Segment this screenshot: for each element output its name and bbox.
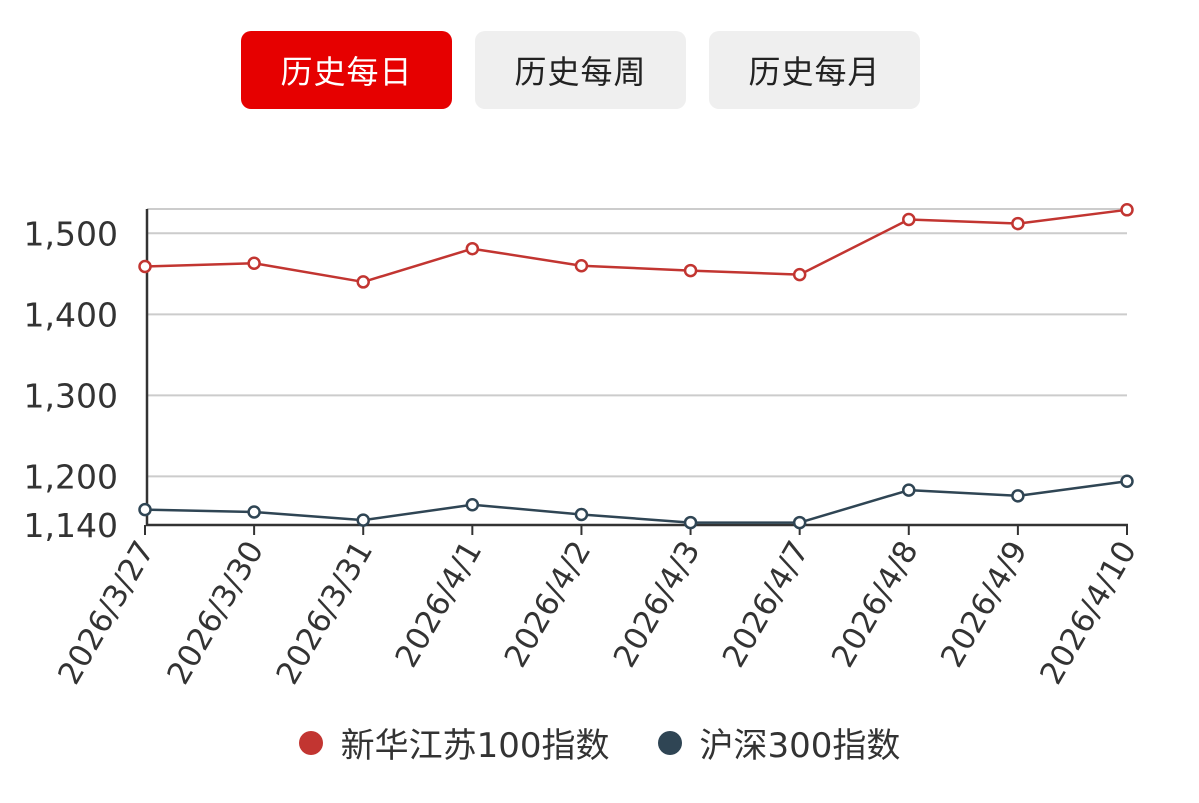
x-tick-label: 2026/4/2 <box>498 535 599 674</box>
legend-marker-series-1 <box>298 730 323 755</box>
series-1-point <box>792 267 807 282</box>
series-1-point <box>1120 203 1134 217</box>
series-1-point <box>138 259 152 274</box>
line-chart: 1,1401,2001,3001,4001,5002026/3/272026/3… <box>24 203 1144 691</box>
series-1-point <box>902 212 916 227</box>
series-2-point <box>1011 489 1025 503</box>
period-tabs: 历史每日 历史每周 历史每月 <box>241 31 920 109</box>
y-tick-label: 1,300 <box>24 376 118 415</box>
legend-marker-series-2 <box>657 730 682 755</box>
series-2-point <box>356 513 370 527</box>
series-2-point <box>1120 474 1134 488</box>
series-1-point <box>1011 216 1025 231</box>
series-2-point <box>465 497 480 512</box>
x-tick-label: 2026/3/27 <box>51 535 162 691</box>
y-tick-label: 1,400 <box>24 295 118 334</box>
x-tick-label: 2026/4/8 <box>825 535 926 674</box>
x-tick-label: 2026/4/9 <box>934 535 1035 674</box>
legend-item-series-2[interactable]: 沪深300指数 <box>657 718 901 767</box>
series-line-2 <box>144 480 1128 524</box>
x-tick-label: 2026/4/7 <box>716 535 817 674</box>
x-tick-label: 2026/3/31 <box>269 535 380 691</box>
y-tick-label: 1,140 <box>24 506 118 545</box>
legend-item-series-1[interactable]: 新华江苏100指数 <box>298 718 610 767</box>
tab-weekly[interactable]: 历史每周 <box>475 31 686 109</box>
legend-label-series-1: 新华江苏100指数 <box>340 726 610 766</box>
series-2-point <box>902 483 916 497</box>
x-tick-label: 2026/3/30 <box>160 535 271 691</box>
x-tick-label: 2026/4/10 <box>1033 535 1144 691</box>
series-1-point <box>683 263 698 278</box>
series-1-point <box>356 275 370 289</box>
series-1-point <box>247 256 261 271</box>
tab-daily[interactable]: 历史每日 <box>241 31 452 109</box>
x-tick-label: 2026/4/1 <box>388 535 489 674</box>
series-line-1 <box>144 208 1128 284</box>
series-2-point <box>792 515 807 530</box>
x-tick-label: 2026/4/3 <box>607 535 708 674</box>
y-tick-label: 1,200 <box>24 457 118 496</box>
tab-monthly[interactable]: 历史每月 <box>709 31 920 109</box>
series-2-point <box>683 515 698 530</box>
series-1-point <box>465 241 480 256</box>
legend-label-series-2: 沪深300指数 <box>699 726 901 766</box>
series-2-point <box>247 505 261 519</box>
series-1-point <box>574 258 589 273</box>
chart-legend: 新华江苏100指数 沪深300指数 <box>0 718 1199 767</box>
y-tick-label: 1,500 <box>24 214 118 253</box>
series-2-point <box>574 507 589 522</box>
series-2-point <box>138 502 152 517</box>
